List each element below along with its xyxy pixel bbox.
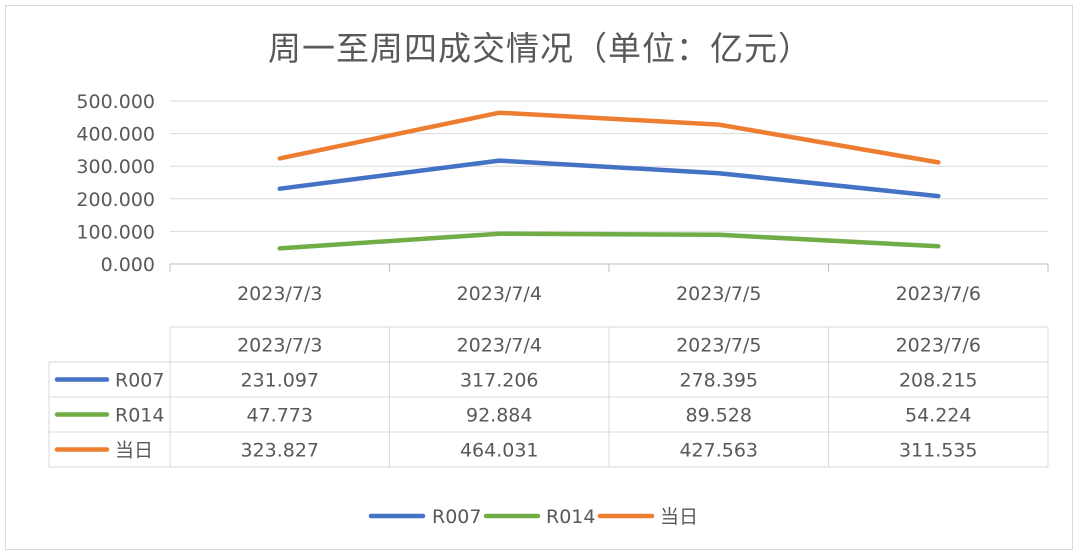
y-tick-label: 100.000: [76, 221, 155, 243]
table-header-cell: 2023/7/4: [457, 335, 542, 357]
table-series-name: R007: [115, 370, 164, 392]
series-line: [277, 110, 941, 165]
chart-frame: [5, 5, 1073, 550]
table-value-cell: 311.535: [899, 440, 978, 462]
x-tick-label: 2023/7/4: [457, 283, 542, 305]
y-tick-label: 300.000: [76, 156, 155, 178]
table-header-cell: 2023/7/6: [896, 335, 981, 357]
y-tick-label: 400.000: [76, 124, 155, 146]
y-tick-label: 500.000: [76, 91, 155, 113]
x-tick-label: 2023/7/3: [237, 283, 322, 305]
table-value-cell: 323.827: [240, 440, 319, 462]
table-series-name: R014: [115, 405, 164, 427]
y-tick-label: 0.000: [101, 254, 155, 276]
table-value-cell: 92.884: [466, 405, 532, 427]
x-tick-label: 2023/7/6: [896, 283, 981, 305]
legend-label: R007: [432, 506, 481, 528]
table-value-cell: 317.206: [460, 370, 539, 392]
chart-title: 周一至周四成交情况（单位：亿元）: [268, 29, 812, 68]
x-tick-label: 2023/7/5: [676, 283, 761, 305]
legend-label: R014: [546, 506, 595, 528]
table-series-name: 当日: [115, 440, 153, 462]
legend-label: 当日: [660, 506, 698, 528]
table-value-cell: 208.215: [899, 370, 978, 392]
series-line: [277, 158, 941, 199]
table-value-cell: 427.563: [679, 440, 758, 462]
table-value-cell: 54.224: [905, 405, 971, 427]
series-line: [277, 231, 941, 251]
table-value-cell: 464.031: [460, 440, 539, 462]
table-value-cell: 231.097: [240, 370, 319, 392]
y-tick-label: 200.000: [76, 189, 155, 211]
table-value-cell: 47.773: [247, 405, 313, 427]
table-value-cell: 278.395: [679, 370, 758, 392]
table-value-cell: 89.528: [686, 405, 752, 427]
table-header-cell: 2023/7/5: [676, 335, 761, 357]
table-header-cell: 2023/7/3: [237, 335, 322, 357]
